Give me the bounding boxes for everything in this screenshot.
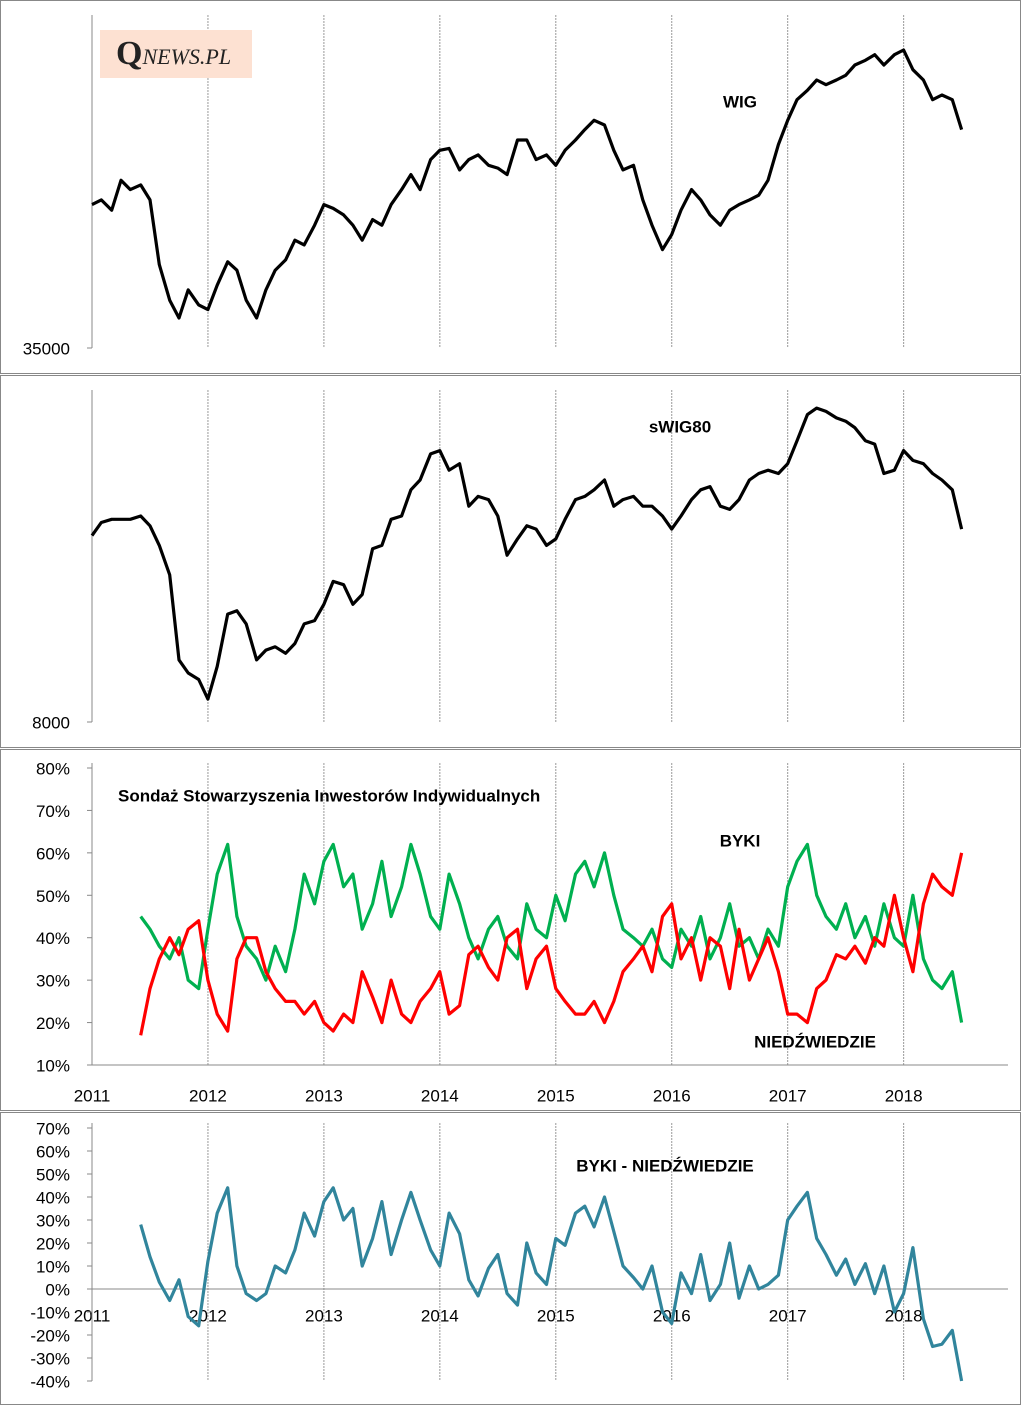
y-tick-label: 35000 (23, 339, 70, 358)
logo: QNEWS.PL (100, 30, 252, 78)
y-tick-label: 40% (36, 929, 70, 948)
series-label: BYKI (720, 831, 761, 850)
y-tick-label: 50% (36, 887, 70, 906)
x-tick-label: 2013 (305, 1086, 343, 1105)
y-tick-label: 40% (36, 1188, 70, 1207)
series-label: WIG (723, 92, 757, 111)
y-tick-label: -30% (30, 1349, 70, 1368)
x-tick-label: 2013 (305, 1306, 343, 1325)
y-tick-label: 30% (36, 1211, 70, 1230)
series-label: sWIG80 (649, 417, 711, 436)
y-tick-label: 0% (45, 1280, 70, 1299)
y-tick-label: -10% (30, 1303, 70, 1322)
series-line (91, 48, 964, 320)
y-tick-label: 70% (36, 802, 70, 821)
x-tick-label: 2014 (421, 1306, 459, 1325)
x-tick-label: 2018 (885, 1306, 923, 1325)
y-tick-label: 20% (36, 1014, 70, 1033)
x-tick-label: 2014 (421, 1086, 459, 1105)
chart-title: Sondaż Stowarzyszenia Inwestorów Indywid… (118, 786, 540, 805)
y-tick-label: 60% (36, 844, 70, 863)
series-label: NIEDŹWIEDZIE (754, 1032, 876, 1051)
series-label: BYKI - NIEDŹWIEDZIE (576, 1156, 754, 1175)
y-tick-label: 8000 (32, 713, 70, 732)
y-tick-label: 30% (36, 972, 70, 991)
panel-frame (0, 375, 1021, 748)
y-tick-label: -40% (30, 1372, 70, 1391)
y-tick-label: 80% (36, 759, 70, 778)
y-tick-label: 70% (36, 1119, 70, 1138)
y-tick-label: 20% (36, 1234, 70, 1253)
panel-frame (0, 1112, 1021, 1405)
x-tick-label: 2015 (537, 1306, 575, 1325)
x-tick-label: 2011 (74, 1086, 111, 1105)
x-tick-label: 2017 (769, 1306, 807, 1325)
x-tick-label: 2018 (885, 1086, 923, 1105)
series-line (90, 406, 964, 701)
series-line (139, 842, 964, 1023)
series-line (139, 1186, 964, 1382)
y-tick-label: 10% (36, 1056, 70, 1075)
x-tick-label: 2017 (769, 1086, 807, 1105)
y-tick-label: 10% (36, 1257, 70, 1276)
x-tick-label: 2016 (653, 1086, 691, 1105)
x-tick-label: 2012 (189, 1086, 227, 1105)
series-line (139, 852, 964, 1036)
y-tick-label: 50% (36, 1165, 70, 1184)
y-tick-label: -20% (30, 1326, 70, 1345)
x-tick-label: 2015 (537, 1086, 575, 1105)
y-tick-label: 60% (36, 1142, 70, 1161)
